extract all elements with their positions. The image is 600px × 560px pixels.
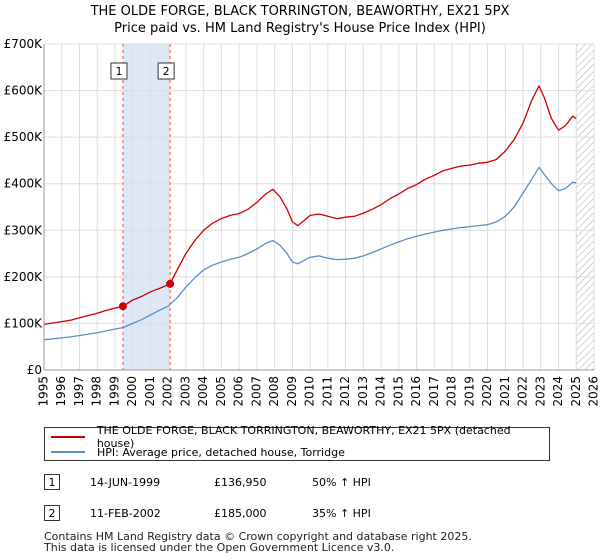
y-tick-label: £700K <box>4 37 44 51</box>
footer-copyright: Contains HM Land Registry data © Crown c… <box>44 530 472 543</box>
x-tick-label: 2006 <box>232 376 246 407</box>
marker-label-box <box>157 62 175 80</box>
series-line-hpi <box>43 166 577 341</box>
x-tick-label: 2019 <box>462 376 476 407</box>
x-tick-label: 2018 <box>445 376 459 407</box>
x-tick-label: 2015 <box>391 376 405 407</box>
sale-number-badge: 2 <box>44 505 60 521</box>
x-tick-label: 2008 <box>267 376 281 407</box>
y-tick-label: £200K <box>4 270 44 284</box>
x-tick-label: 2005 <box>214 376 228 407</box>
legend-label-hpi: HPI: Average price, detached house, Torr… <box>97 445 345 459</box>
sale-price: £185,000 <box>214 507 267 520</box>
y-tick-label: £400K <box>4 177 44 191</box>
sale-number-badge: 1 <box>44 474 60 490</box>
y-tick-label: £0 <box>27 363 42 377</box>
y-tick-label: £100K <box>4 316 44 330</box>
x-tick-label: 2021 <box>498 376 512 407</box>
x-tick-label: 2020 <box>480 376 494 407</box>
footer: Contains HM Land Registry data © Crown c… <box>44 531 472 553</box>
price-chart: 1 2 £0 £100K £200K £300K £400K £500K £600K £700K 1… <box>4 37 600 407</box>
x-tick-label: 2004 <box>196 376 210 407</box>
x-tick-label: 2016 <box>409 376 423 407</box>
x-tick-label: 2007 <box>249 376 263 407</box>
x-tick-label: 2013 <box>356 376 370 407</box>
x-tick-label: 2003 <box>178 376 192 407</box>
sale-price: £136,950 <box>214 476 267 489</box>
legend-label-property: THE OLDE FORGE, BLACK TORRINGTON, BEAWOR… <box>96 424 511 450</box>
x-tick-label: 2017 <box>427 376 441 407</box>
x-tick-label: 2024 <box>551 376 565 407</box>
x-tick-label: 2012 <box>338 376 352 407</box>
forecast-hatch <box>576 44 594 370</box>
sale-point <box>166 279 175 288</box>
x-tick-label: 1996 <box>54 376 68 407</box>
y-tick-label: £300K <box>4 223 44 237</box>
chart-title: THE OLDE FORGE, BLACK TORRINGTON, BEAWOR… <box>90 4 510 19</box>
sale-hpi-change: 35% ↑ HPI <box>312 507 371 520</box>
shaded-span <box>122 44 171 370</box>
marker-label-box <box>110 62 128 80</box>
x-tick-label: 1995 <box>37 376 51 407</box>
x-tick-label: 2009 <box>285 376 299 407</box>
legend-item-property: THE OLDE FORGE, BLACK TORRINGTON, BEAWOR… <box>51 424 549 450</box>
legend-item-hpi: HPI: Average price, detached house, Torr… <box>51 444 345 460</box>
footer-licence: This data is licensed under the Open Gov… <box>44 541 395 554</box>
sale-date: 14-JUN-1999 <box>90 476 161 489</box>
y-tick-label: £500K <box>4 130 44 144</box>
x-tick-label: 2002 <box>161 376 175 407</box>
x-tick-label: 2022 <box>516 376 530 407</box>
chart-subtitle: Price paid vs. HM Land Registry's House … <box>114 21 486 36</box>
y-tick-label: £600K <box>4 84 44 98</box>
x-tick-label: 1997 <box>72 376 86 407</box>
x-tick-label: 2025 <box>569 376 583 407</box>
x-tick-label: 2026 <box>587 376 600 407</box>
marker-label: 2 <box>163 65 170 78</box>
legend: THE OLDE FORGE, BLACK TORRINGTON, BEAWOR… <box>44 424 550 461</box>
x-tick-label: 2023 <box>533 376 547 407</box>
x-tick-label: 2014 <box>374 376 388 407</box>
marker-label: 1 <box>115 65 122 78</box>
series-line-property <box>43 85 577 326</box>
sale-point <box>118 302 127 311</box>
x-tick-label: 1999 <box>107 376 121 407</box>
x-tick-label: 2000 <box>125 376 139 407</box>
x-tick-label: 1998 <box>90 376 104 407</box>
x-tick-label: 2011 <box>320 376 334 407</box>
legend-swatch-hpi <box>51 451 85 453</box>
legend-swatch-property <box>51 436 85 438</box>
x-tick-label: 2001 <box>143 376 157 407</box>
sale-date: 11-FEB-2002 <box>90 507 161 520</box>
sale-hpi-change: 50% ↑ HPI <box>312 476 371 489</box>
x-tick-label: 2010 <box>303 376 317 407</box>
